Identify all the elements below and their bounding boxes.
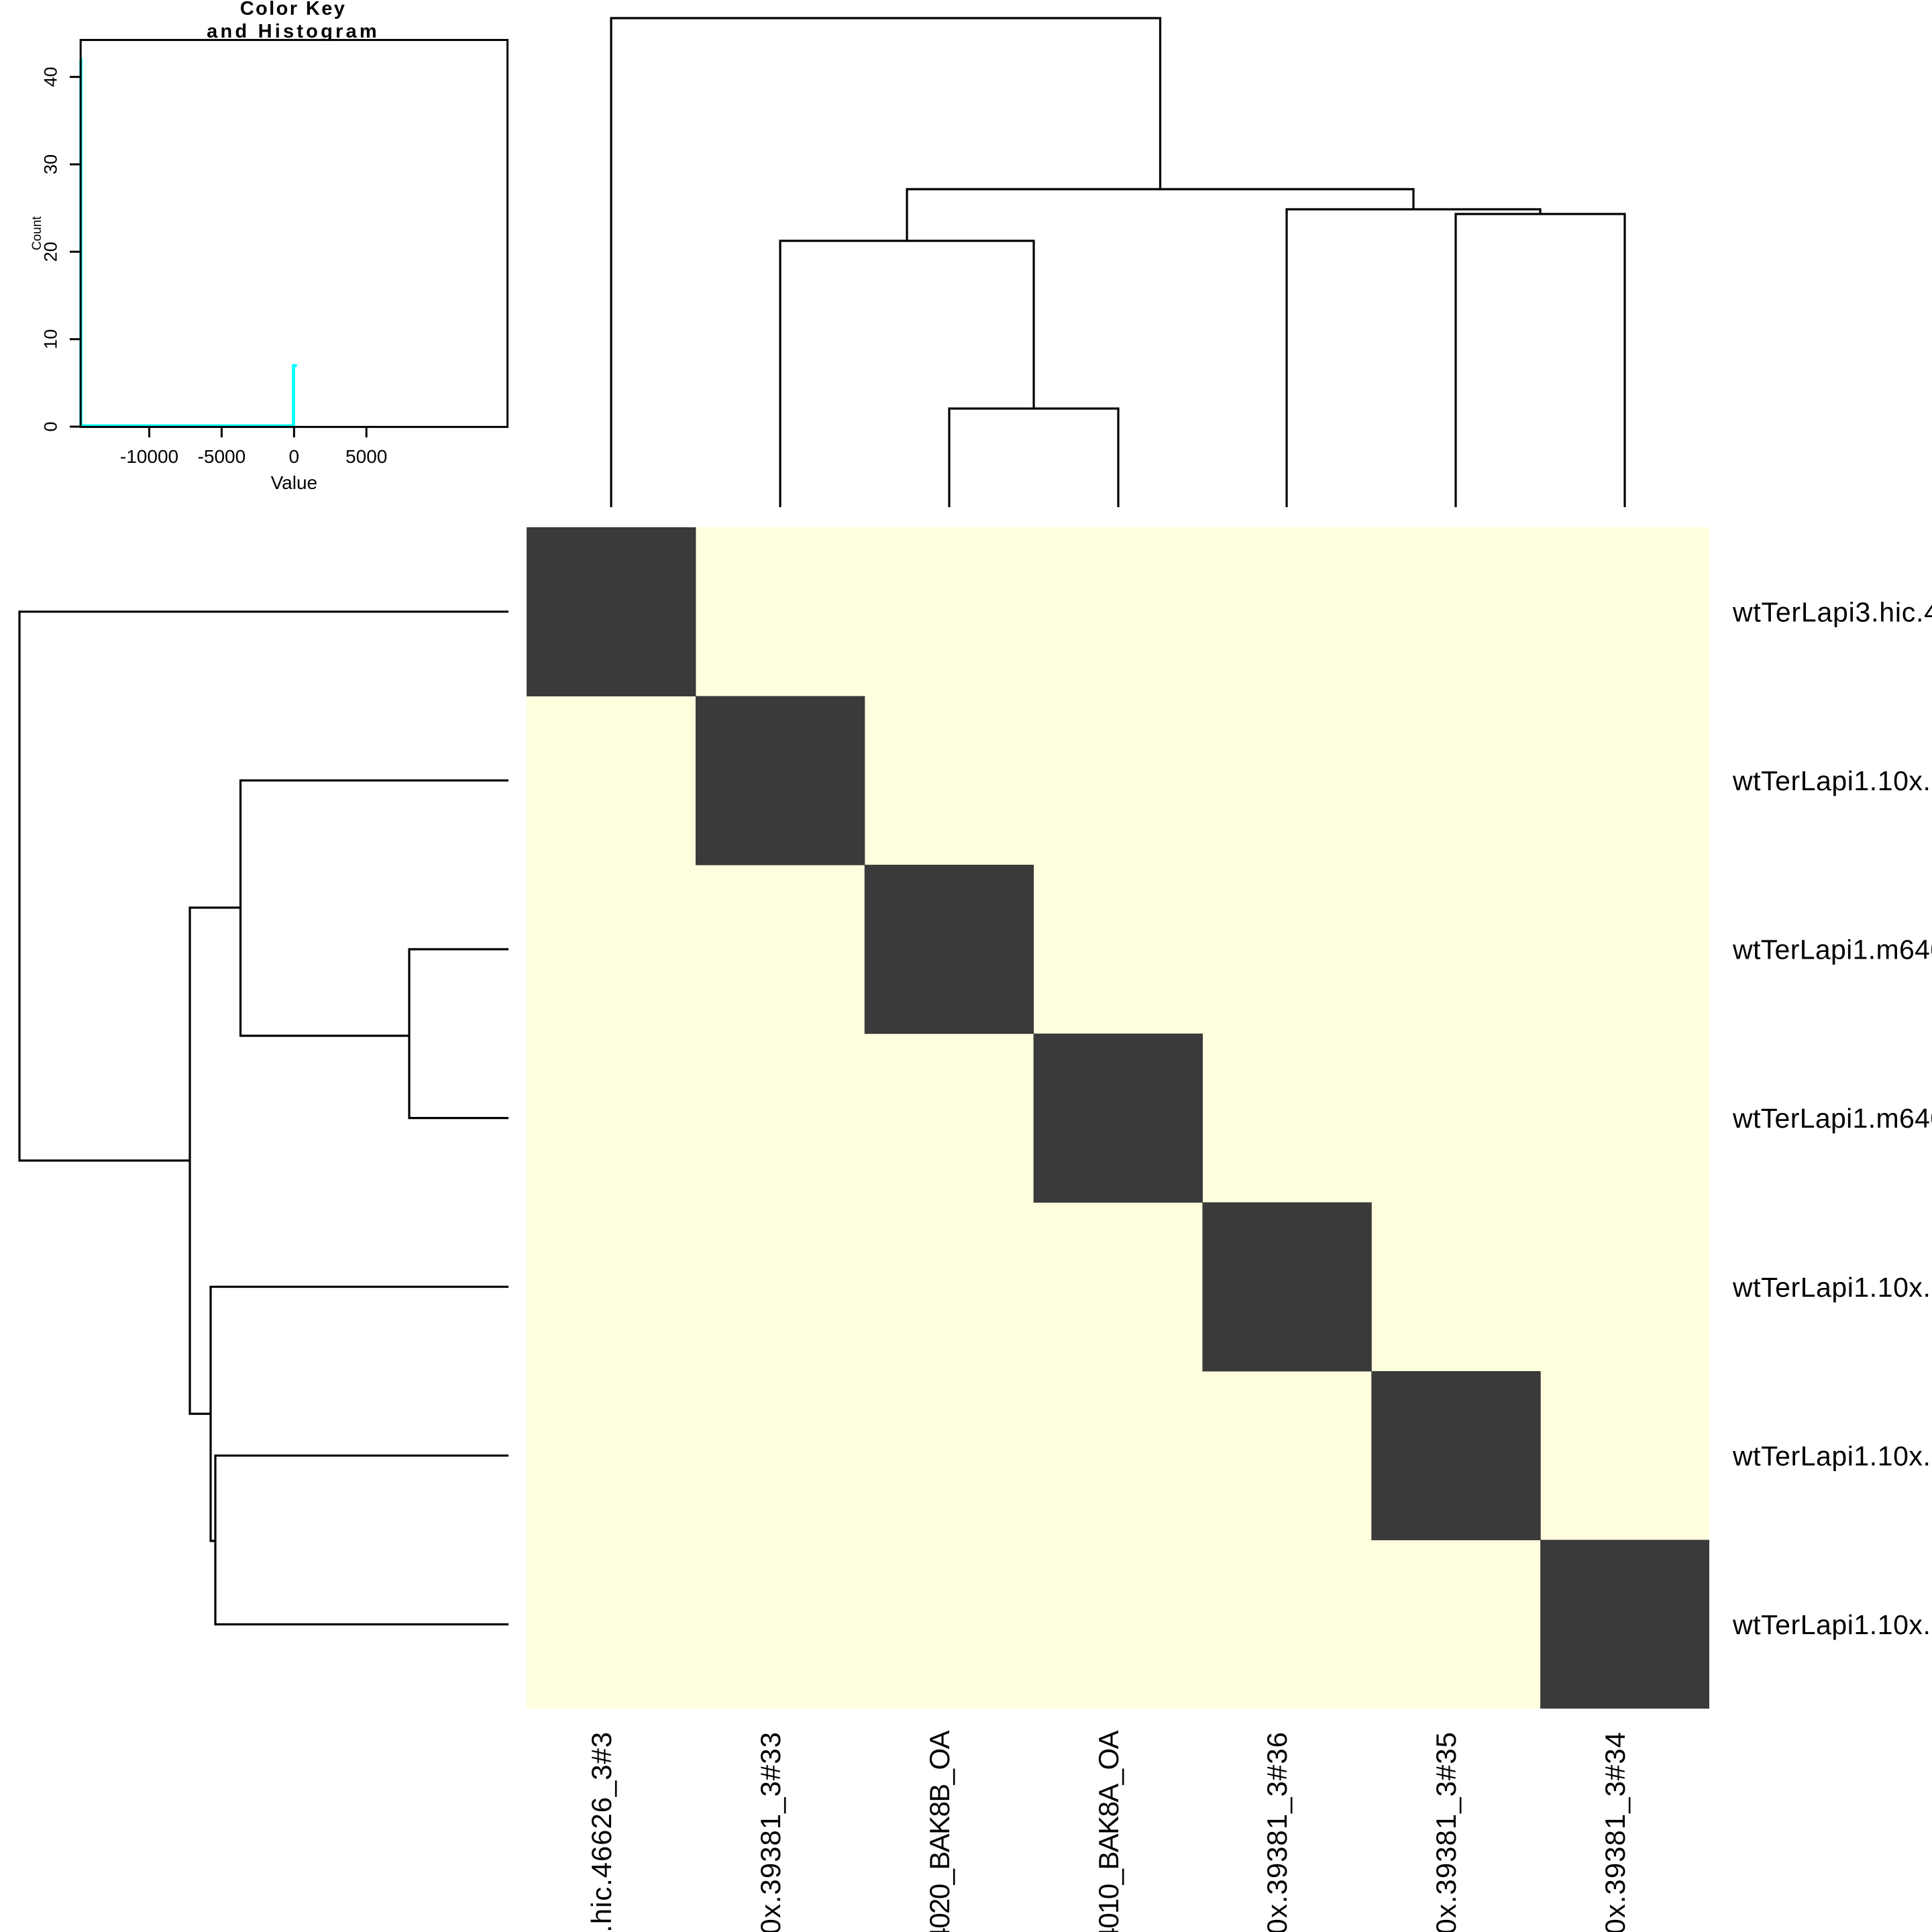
svg-text:wtTerLapi1.10x.39381_3#36: wtTerLapi1.10x.39381_3#36 xyxy=(1732,1272,1932,1303)
svg-text:wtTerLapi1.10x.39381_3#33: wtTerLapi1.10x.39381_3#33 xyxy=(755,1731,786,1932)
svg-text:Color Key: Color Key xyxy=(240,0,347,19)
svg-text:wtTerLapi3.hic.46626_3#3: wtTerLapi3.hic.46626_3#3 xyxy=(586,1731,617,1932)
svg-text:wtTerLapi1.10x.39381_3#36: wtTerLapi1.10x.39381_3#36 xyxy=(1261,1731,1293,1932)
svg-text:wtTerLapi3.hic.46626_3#3: wtTerLapi3.hic.46626_3#3 xyxy=(1732,596,1932,627)
svg-text:-5000: -5000 xyxy=(198,446,246,467)
svg-text:wtTerLapi1.10x.39381_3#34: wtTerLapi1.10x.39381_3#34 xyxy=(1599,1731,1631,1932)
svg-text:wtTerLapi1.10x.39381_3#34: wtTerLapi1.10x.39381_3#34 xyxy=(1732,1609,1932,1640)
svg-text:5000: 5000 xyxy=(345,446,387,467)
svg-text:-10000: -10000 xyxy=(120,446,178,467)
svg-text:wtTerLapi1.m64010_BAK8A_OA: wtTerLapi1.m64010_BAK8A_OA xyxy=(1093,1730,1124,1932)
svg-text:wtTerLapi1.10x.39381_3#35: wtTerLapi1.10x.39381_3#35 xyxy=(1732,1440,1932,1471)
svg-text:30: 30 xyxy=(41,154,61,174)
svg-text:wtTerLapi1.10x.39381_3#35: wtTerLapi1.10x.39381_3#35 xyxy=(1430,1731,1462,1932)
svg-text:10: 10 xyxy=(41,329,61,350)
svg-text:wtTerLapi1.m64020_BAK8B_OA: wtTerLapi1.m64020_BAK8B_OA xyxy=(924,1730,955,1932)
svg-text:wtTerLapi1.10x.39381_3#33: wtTerLapi1.10x.39381_3#33 xyxy=(1732,765,1932,796)
svg-text:40: 40 xyxy=(41,67,61,87)
svg-text:0: 0 xyxy=(41,421,61,431)
svg-text:0: 0 xyxy=(289,446,300,467)
svg-text:Value: Value xyxy=(271,472,318,493)
svg-text:and Histogram: and Histogram xyxy=(207,21,380,42)
svg-text:wtTerLapi1.m64020_BAK8B_OA: wtTerLapi1.m64020_BAK8B_OA xyxy=(1732,934,1932,965)
svg-text:wtTerLapi1.m64010_BAK8A_OA: wtTerLapi1.m64010_BAK8A_OA xyxy=(1732,1103,1932,1134)
svg-text:Count: Count xyxy=(30,216,44,250)
svg-text:20: 20 xyxy=(41,241,61,262)
